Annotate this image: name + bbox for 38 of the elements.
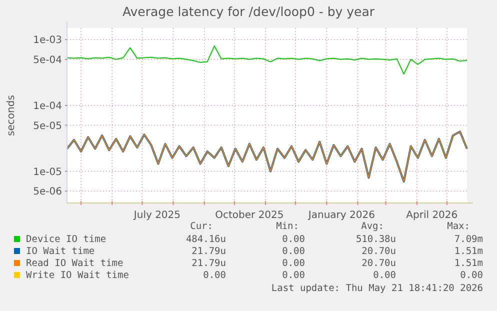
- x-tick-label: July 2025: [132, 210, 181, 221]
- text: 21.79u: [192, 246, 226, 257]
- text: 1.51m: [454, 258, 484, 269]
- y-tick-label: 5e-04: [33, 54, 62, 66]
- legend-label: Read IO Wait time: [26, 258, 124, 269]
- text: Last update: Thu May 21 18:41:20 2026: [271, 283, 484, 294]
- text: 484.16u: [186, 234, 226, 245]
- chart-title: Average latency for /dev/loop0 - by year: [122, 4, 376, 19]
- y-tick-label: 5e-05: [33, 120, 62, 132]
- y-tick-label: 5e-06: [33, 186, 62, 198]
- x-tick-label: April 2026: [406, 210, 458, 221]
- y-tick-label: 1e-04: [33, 100, 62, 112]
- text: Cur:: [190, 221, 213, 232]
- text: 20.70u: [362, 258, 396, 269]
- x-tick-label: October 2025: [215, 210, 284, 221]
- text: Min:: [276, 221, 299, 232]
- legend-label: Device IO time: [26, 234, 106, 245]
- text: 0.00: [282, 246, 306, 257]
- text: 0.00: [373, 270, 396, 281]
- legend-label: Write IO Wait time: [26, 270, 130, 281]
- line-series: [66, 45, 468, 75]
- text: 0.00: [282, 270, 306, 281]
- text: 0.00: [460, 270, 484, 281]
- x-tick-label: January 2026: [307, 210, 375, 221]
- text: 7.09m: [454, 234, 484, 245]
- text: 1.51m: [454, 246, 484, 257]
- y-axis-title: seconds: [6, 95, 17, 136]
- text: 21.79u: [192, 258, 226, 269]
- y-tick-label: 1e-03: [33, 35, 62, 46]
- text: Max:: [447, 221, 470, 232]
- legend-label: IO Wait time: [26, 246, 95, 257]
- text: 0.00: [282, 258, 306, 269]
- text: 0.00: [203, 270, 226, 281]
- text: 0.00: [282, 234, 306, 245]
- text: Avg:: [361, 221, 384, 232]
- text: 20.70u: [362, 246, 396, 257]
- y-tick-label: 1e-05: [33, 166, 62, 178]
- text: 510.38u: [356, 234, 396, 245]
